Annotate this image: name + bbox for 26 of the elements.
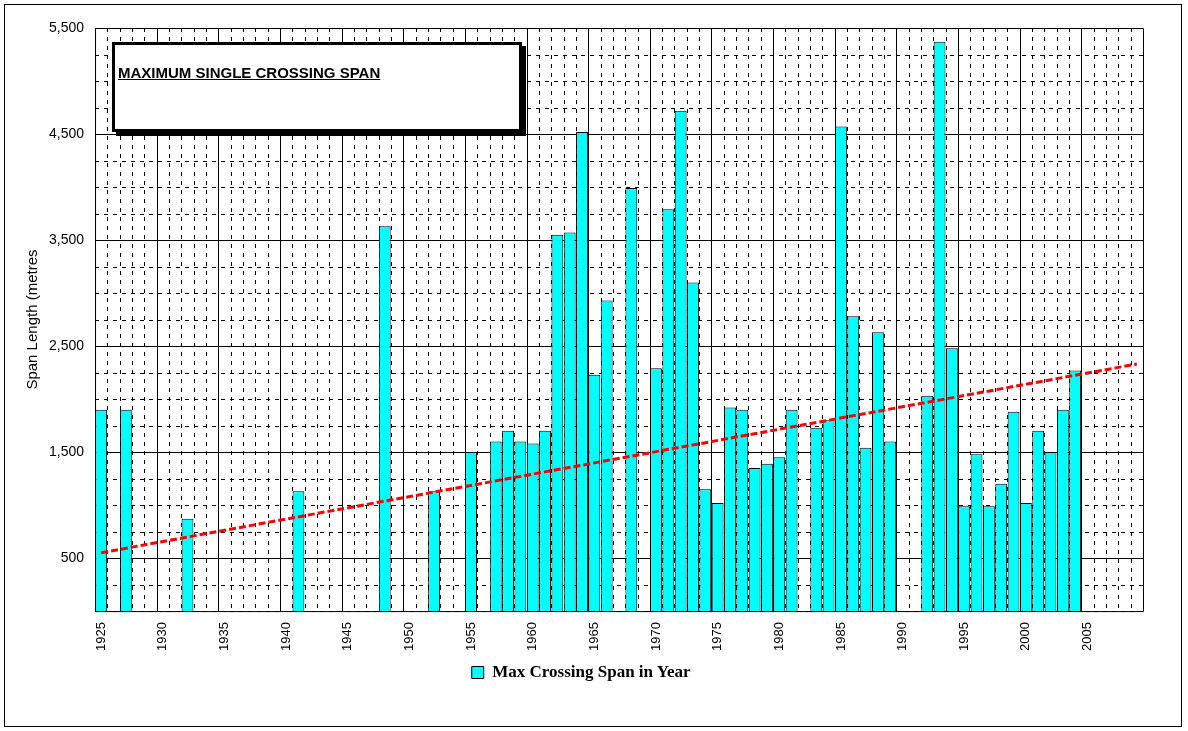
x-tick-label: 1925	[92, 622, 108, 651]
x-tick-label: 1975	[709, 622, 725, 651]
x-tick-label: 1935	[216, 622, 232, 651]
x-tick-label: 1965	[585, 622, 601, 651]
x-tick-label: 1990	[894, 622, 910, 651]
legend-label: Max Crossing Span in Year	[492, 661, 692, 681]
text: MAXIMUM SINGLE CROSSING SPAN	[117, 63, 381, 81]
x-tick-label: 2005	[1079, 622, 1095, 651]
y-tick-label: 4,500	[48, 124, 85, 141]
x-tick-label: 1995	[955, 622, 971, 651]
x-tick-label: 1960	[524, 622, 540, 651]
y-axis-title: Span Length (metres	[23, 249, 41, 390]
x-tick-label: 1970	[647, 622, 663, 651]
x-tick-label: 1945	[339, 622, 355, 651]
y-tick-label: 5,500	[48, 18, 85, 35]
x-tick-label: 2000	[1017, 622, 1033, 651]
y-tick-label: 500	[60, 548, 85, 565]
y-tick-label: 1,500	[48, 442, 85, 459]
y-tick-label: 2,500	[48, 336, 85, 353]
x-tick-label: 1980	[770, 622, 786, 651]
y-tick-label: 3,500	[48, 230, 85, 247]
x-tick-label: 1940	[277, 622, 293, 651]
x-tick-label: 1950	[401, 622, 416, 651]
x-tick-label: 1985	[832, 622, 848, 651]
x-tick-label: 1930	[154, 622, 170, 651]
x-tick-label: 1955	[462, 622, 478, 651]
